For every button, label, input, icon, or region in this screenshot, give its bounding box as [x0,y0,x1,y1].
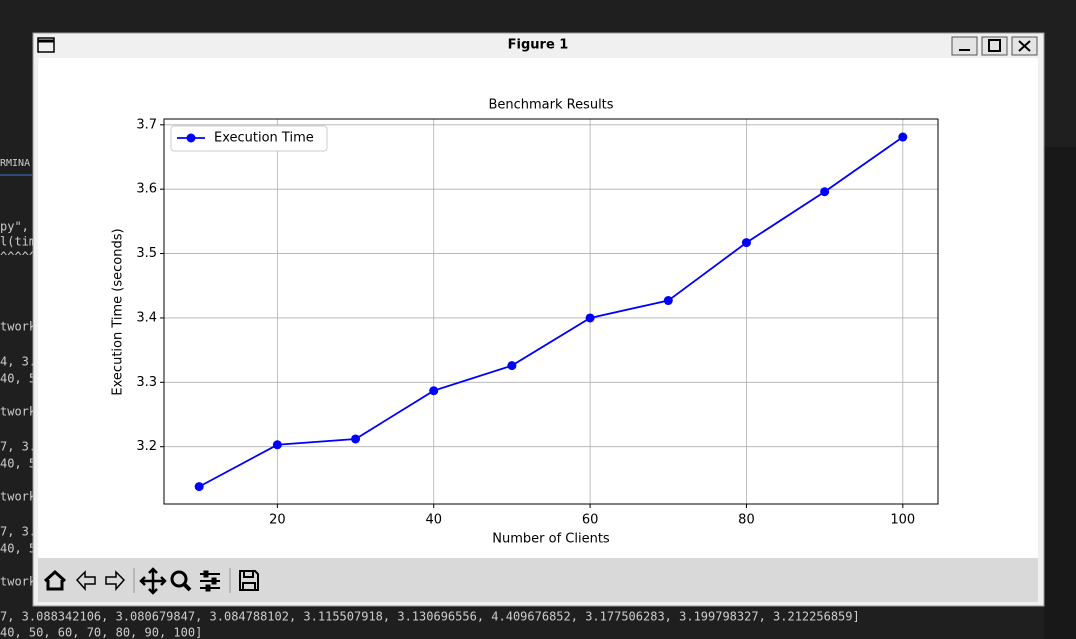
data-point [507,361,517,371]
terminal-line: 7, 3.088342106, 3.080679847, 3.084788102… [0,610,860,624]
terminal-line: py", [0,220,29,234]
x-tick-label: 40 [425,513,442,528]
y-tick-label: 3.7 [136,117,157,132]
y-tick-label: 3.3 [136,375,157,390]
x-tick-label: 80 [738,513,755,528]
y-tick-label: 3.2 [136,439,157,454]
save-button[interactable] [239,570,259,591]
forward-button[interactable] [105,570,126,591]
terminal-line: 40, 5 [0,542,36,556]
toolbar [38,558,1038,602]
data-point [820,187,830,197]
toolbar-icons [43,567,259,595]
terminal-tab: RMINA [0,158,30,169]
close-icon [1018,40,1031,52]
data-point [663,296,673,306]
y-tick-label: 3.4 [136,310,157,325]
legend-label: Execution Time [214,131,314,146]
minimize-button[interactable] [951,36,978,56]
terminal-line: twork [0,320,37,334]
legend-box [170,125,328,152]
terminal-line: 4, 3. [0,355,36,369]
terminal-line: 40, 5 [0,372,36,386]
terminal-lines: py",l(tim^^^^^ twork 4, 3. 40, 5 twork 7, 3. 4… [0,220,37,589]
terminal-line: l(tim [0,235,36,249]
zoom-handle [182,582,192,592]
data-point [194,482,204,492]
terminal-line: 7, 3. [0,440,36,454]
terminal-line: 40, 5 [0,457,36,471]
x-tick-label: 60 [582,513,599,528]
data-point [272,440,282,450]
plot-frame [163,118,939,505]
side-panel [1044,147,1076,639]
legend-marker [186,133,196,143]
data-point [585,313,595,323]
terminal-line: ^^^^^ [0,250,36,264]
back-button[interactable] [75,570,96,591]
terminal-line: twork [0,490,37,504]
chart-title: Benchmark Results [488,98,613,113]
zoom-button[interactable] [170,570,188,588]
pan-button[interactable] [139,567,167,595]
slider-knob [211,577,217,585]
terminal-line: 40, 50, 60, 70, 80, 90, 100] [0,626,202,639]
data-point [741,238,751,248]
home-button[interactable] [43,569,67,591]
data-point [429,386,439,396]
y-axis-label: Execution Time (seconds) [111,228,126,395]
y-tick-label: 3.5 [136,246,157,261]
slider-knob [203,570,209,578]
maximize-icon [988,39,1001,52]
y-tick-label: 3.6 [136,182,157,197]
window-title: Figure 1 [508,38,569,53]
x-axis-label: Number of Clients [492,532,610,547]
data-point [351,434,361,444]
x-tick-label: 20 [269,513,286,528]
terminal-line: 7, 3. [0,525,36,539]
series-line [198,136,904,488]
plot: 20 40 60 80 100 3.2 3.3 3.4 3.5 3.6 3.7 Execution T… [136,117,939,528]
terminal-line: twork [0,575,37,589]
data-point [898,132,908,142]
window-buttons[interactable] [951,36,1038,56]
terminal-line: twork [0,405,37,419]
x-tick-label: 100 [890,513,915,528]
window-icon [37,37,55,53]
slider-knob [205,584,211,592]
